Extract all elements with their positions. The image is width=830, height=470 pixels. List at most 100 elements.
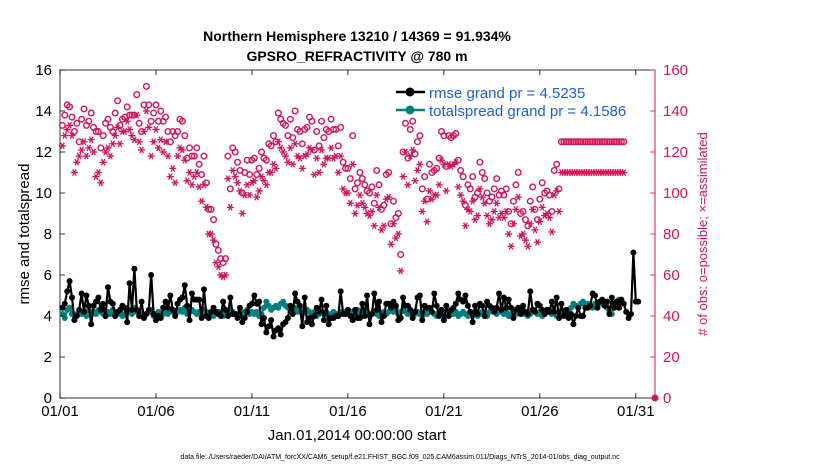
assimilated-obs-point <box>454 183 462 191</box>
rmse-point <box>263 329 270 336</box>
assimilated-obs-point <box>166 173 174 181</box>
assimilated-obs-point <box>337 152 345 160</box>
assimilated-obs-point <box>233 179 242 187</box>
possible-obs-point <box>78 115 86 123</box>
possible-obs-point <box>490 185 498 193</box>
assimilated-obs-point <box>125 126 134 133</box>
rmse-point <box>620 300 627 307</box>
rmse-point <box>102 313 109 319</box>
possible-obs-point <box>596 138 604 146</box>
possible-obs-point <box>286 115 294 123</box>
rmse-point <box>148 272 155 278</box>
possible-obs-point <box>344 164 352 172</box>
totalspread-point <box>260 304 267 311</box>
rmse-point <box>462 292 469 299</box>
rmse-point <box>359 300 366 307</box>
possible-obs-point <box>512 181 520 189</box>
rmse-point <box>628 310 635 317</box>
rmse-point <box>474 310 481 317</box>
assimilated-obs-point <box>58 142 66 150</box>
possible-obs-point <box>58 121 66 129</box>
y2-tick-label: 0 <box>663 390 671 407</box>
assimilated-obs-point <box>512 205 520 213</box>
rmse-point <box>104 284 111 291</box>
rmse-point <box>604 298 611 305</box>
possible-obs-point <box>114 97 122 105</box>
rmse-point <box>157 315 164 322</box>
assimilated-obs-point <box>507 242 515 250</box>
rmse-point <box>289 310 296 317</box>
rmse-point <box>440 317 447 324</box>
assimilated-obs-point <box>61 132 69 140</box>
assimilated-obs-point <box>413 167 422 174</box>
rmse-point <box>270 333 277 340</box>
assimilated-obs-point <box>459 197 467 205</box>
possible-obs-point <box>152 101 160 109</box>
assimilated-obs-point <box>109 140 117 148</box>
assimilated-obs-point <box>87 136 95 144</box>
possible-obs-point <box>61 111 69 119</box>
rmse-point <box>479 302 486 309</box>
assimilated-obs-point <box>401 148 410 156</box>
y2-axis-label: # of obs: o=possible; ×=assimilated <box>695 132 710 335</box>
assimilated-obs-point <box>545 214 554 222</box>
rmse-point <box>455 290 462 297</box>
assimilated-obs-point <box>620 169 628 176</box>
rmse-point <box>80 308 87 315</box>
plot-area <box>59 69 656 399</box>
possible-obs-point <box>303 123 311 131</box>
possible-obs-point <box>200 152 208 160</box>
assimilated-obs-point <box>97 179 105 187</box>
possible-obs-point <box>142 82 150 90</box>
rmse-point <box>496 290 503 297</box>
possible-obs-point <box>289 134 297 142</box>
possible-obs-point <box>246 171 254 179</box>
rmse-point <box>68 294 75 301</box>
rmse-point <box>352 306 359 313</box>
rmse-point <box>311 313 318 319</box>
assimilated-obs-point <box>207 230 215 238</box>
assimilated-obs-point <box>82 152 90 160</box>
possible-obs-point <box>411 150 419 158</box>
possible-obs-point <box>565 138 573 146</box>
rmse-point <box>275 325 282 332</box>
rmse-point <box>400 294 407 301</box>
possible-obs-point <box>361 181 369 189</box>
possible-obs-point <box>555 185 563 193</box>
assimilated-obs-point <box>476 185 484 193</box>
possible-obs-point <box>589 138 597 146</box>
assimilated-obs-point <box>200 181 208 189</box>
rmse-point <box>520 302 527 309</box>
possible-obs-point <box>567 138 575 146</box>
rmse-point <box>376 298 383 305</box>
y-tick-label: 0 <box>44 390 52 407</box>
assimilated-obs-point <box>344 189 352 197</box>
possible-obs-point <box>267 142 275 150</box>
assimilated-obs-point <box>505 230 513 238</box>
possible-obs-point <box>476 158 484 166</box>
assimilated-obs-point <box>425 187 434 195</box>
assimilated-obs-point <box>116 140 124 148</box>
possible-obs-point <box>560 138 568 146</box>
possible-obs-point <box>99 132 107 140</box>
possible-obs-point <box>231 148 239 156</box>
possible-obs-point <box>385 168 393 176</box>
rmse-point <box>234 315 241 322</box>
rmse-point <box>568 310 575 317</box>
assimilated-obs-point <box>349 160 357 168</box>
possible-obs-point <box>154 117 162 125</box>
assimilated-obs-point <box>461 222 470 230</box>
rmse-point <box>611 304 618 311</box>
possible-obs-point <box>373 166 381 174</box>
rmse-point <box>296 302 303 309</box>
assimilated-obs-point <box>111 132 119 140</box>
possible-obs-point <box>601 138 609 146</box>
rmse-point <box>349 317 356 324</box>
rmse-point <box>553 294 560 301</box>
possible-obs-point <box>349 132 357 140</box>
rmse-point <box>224 313 231 319</box>
possible-obs-point <box>164 127 172 135</box>
possible-obs-point <box>126 111 134 119</box>
assimilated-obs-point <box>509 220 518 228</box>
chart-subtitle: GPSRO_REFRACTIVITY @ 780 m <box>246 48 467 64</box>
